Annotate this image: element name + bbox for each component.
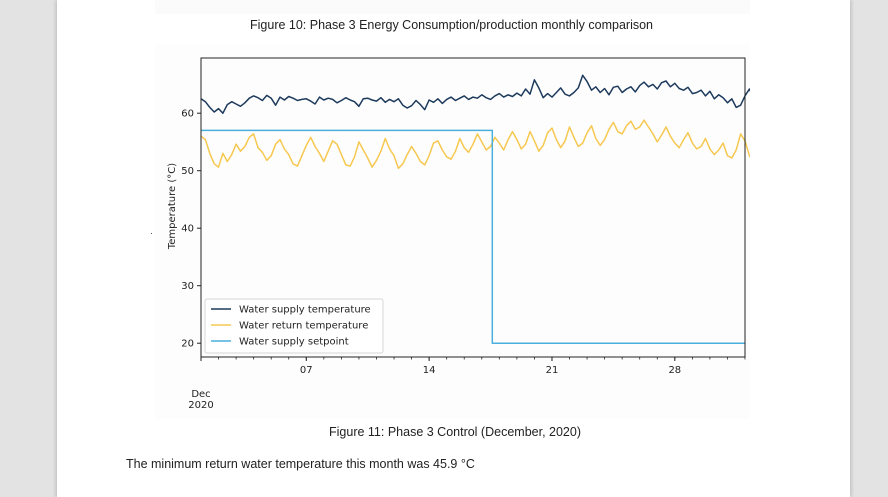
y-tick-label: 50 (181, 166, 194, 177)
x-offset-label-month: Dec (191, 389, 210, 400)
y-axis-label: Temperature (°C) (167, 163, 178, 250)
body-paragraph: The minimum return water temperature thi… (126, 457, 475, 471)
y-tick-label: 20 (181, 339, 194, 350)
x-tick-label: 07 (300, 365, 313, 376)
figure-10-caption: Figure 10: Phase 3 Energy Consumption/pr… (250, 18, 653, 32)
x-tick-label: 28 (668, 365, 681, 376)
legend-item-supply-temperature: Water supply temperature (211, 305, 371, 316)
previous-figure-edge (155, 0, 750, 14)
temperature-chart: Temperature (°C) 20 30 40 50 60 07 14 21 28 Wate… (167, 57, 750, 411)
legend-label: Water supply setpoint (239, 337, 349, 348)
supply-temperature-line (200, 74, 750, 114)
temperature-chart-figure: Temperature (°C) 20 30 40 50 60 07 14 21 28 Wate… (155, 44, 750, 419)
legend-box (204, 298, 384, 354)
plot-frame (200, 57, 746, 358)
y-tick-label: 40 (181, 224, 194, 235)
x-tick-label: 14 (423, 365, 436, 376)
x-offset-label-year: 2020 (188, 400, 213, 411)
y-tick-label: 30 (181, 281, 194, 292)
legend-item-supply-setpoint: Water supply setpoint (211, 337, 349, 348)
legend-item-return-temperature: Water return temperature (211, 321, 368, 332)
legend-label: Water return temperature (239, 321, 368, 332)
return-temperature-line (200, 119, 750, 170)
legend-label: Water supply temperature (239, 305, 371, 316)
stray-mark (151, 233, 152, 234)
figure-11-caption: Figure 11: Phase 3 Control (December, 20… (329, 425, 581, 439)
chart-legend: Water supply temperature Water return tem… (204, 298, 384, 354)
y-tick-label: 60 (181, 109, 194, 120)
x-tick-label: 21 (546, 365, 559, 376)
supply-setpoint-line (201, 129, 745, 344)
